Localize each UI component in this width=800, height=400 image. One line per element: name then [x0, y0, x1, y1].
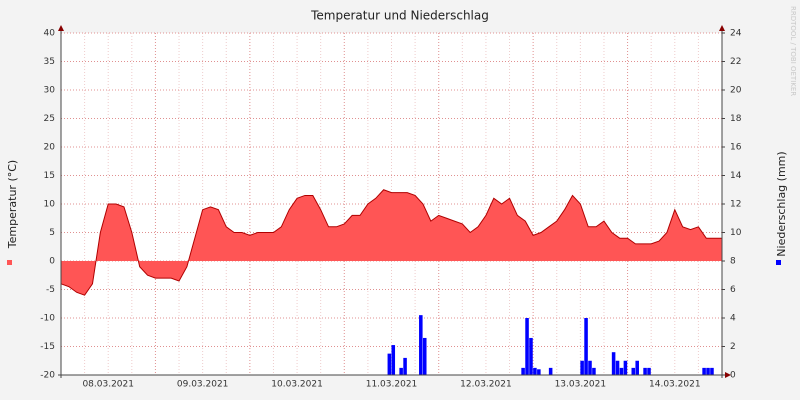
y-tick-label: 40 [44, 29, 56, 39]
precip-bar [580, 360, 584, 375]
precip-bar [643, 367, 647, 375]
y2-tick-label: 2 [730, 342, 736, 352]
precip-bar [592, 367, 596, 375]
precip-bar [635, 360, 639, 375]
legend-swatch [7, 260, 12, 265]
temperature-area [61, 189, 722, 296]
y-tick-label: 20 [44, 143, 56, 153]
temperature-line [60, 189, 722, 296]
marks [60, 189, 722, 375]
y-tick-label: 10 [44, 200, 56, 210]
y2-tick-label: 10 [730, 228, 742, 238]
y2-tick-label: 16 [730, 143, 742, 153]
axes [58, 25, 731, 378]
x-tick-label: 11.03.2021 [366, 380, 418, 390]
precip-bar [529, 337, 533, 375]
y-tick-label: -10 [40, 314, 55, 324]
precip-bar [615, 360, 620, 375]
y-tick-label: 25 [44, 114, 55, 124]
chart-title: Temperatur und Niederschlag [310, 9, 489, 23]
y-tick-label: -15 [40, 342, 55, 352]
x-tick-label: 14.03.2021 [649, 380, 701, 390]
y-tick-label: 35 [44, 57, 55, 67]
precip-bar [403, 357, 407, 375]
y2-tick-label: 22 [730, 57, 741, 67]
precip-bar [631, 367, 636, 375]
precip-bar [533, 367, 537, 375]
y2-tick-label: 4 [730, 314, 736, 324]
legend-swatch [776, 260, 781, 265]
x-tick-label: 12.03.2021 [460, 380, 512, 390]
y2-axis-label: Niederschlag (mm) [775, 151, 788, 256]
y2-tick-label: 18 [730, 114, 742, 124]
precip-bar [647, 367, 651, 375]
precip-bar [537, 369, 541, 375]
y-tick-label: -20 [40, 371, 55, 381]
y2-tick-label: 24 [730, 29, 742, 39]
precip-bar [710, 367, 714, 375]
precip-bar [548, 367, 553, 375]
y2-tick-label: 20 [730, 86, 742, 96]
precip-bar [584, 318, 588, 375]
y-tick-label: 15 [44, 171, 55, 181]
precip-bar [611, 352, 616, 375]
x-tick-label: 08.03.2021 [82, 380, 134, 390]
y2-tick-label: 0 [730, 371, 736, 381]
precip-bar [702, 367, 706, 375]
x-tick-label: 13.03.2021 [555, 380, 607, 390]
precip-bar [619, 367, 624, 375]
precip-bar [422, 337, 427, 375]
y2-tick-label: 14 [730, 171, 742, 181]
y2-tick-label: 8 [730, 257, 736, 267]
precip-bar [419, 315, 423, 375]
precip-bar [588, 360, 592, 375]
axis-arrow [725, 372, 731, 378]
x-tick-label: 09.03.2021 [177, 380, 229, 390]
y-tick-label: 5 [49, 228, 55, 238]
precip-bar [399, 367, 403, 375]
y2-tick-label: 6 [730, 285, 736, 295]
axis-arrow [58, 25, 64, 31]
y-axis-label: Temperatur (°C) [6, 160, 19, 249]
precip-bar [623, 360, 628, 375]
x-tick-label: 10.03.2021 [271, 380, 323, 390]
watermark: RRDTOOL / TOBI OETIKER [789, 6, 797, 96]
precip-bar [521, 367, 525, 375]
y-tick-label: -5 [46, 285, 55, 295]
precip-bar [706, 367, 710, 375]
precip-bar [525, 318, 529, 375]
precip-bar [391, 345, 396, 375]
precip-bar [387, 353, 392, 375]
axis-arrow [719, 25, 725, 31]
legend [7, 260, 781, 265]
y-tick-label: 30 [44, 86, 56, 96]
y2-tick-label: 12 [730, 200, 741, 210]
y-tick-label: 0 [49, 257, 55, 267]
